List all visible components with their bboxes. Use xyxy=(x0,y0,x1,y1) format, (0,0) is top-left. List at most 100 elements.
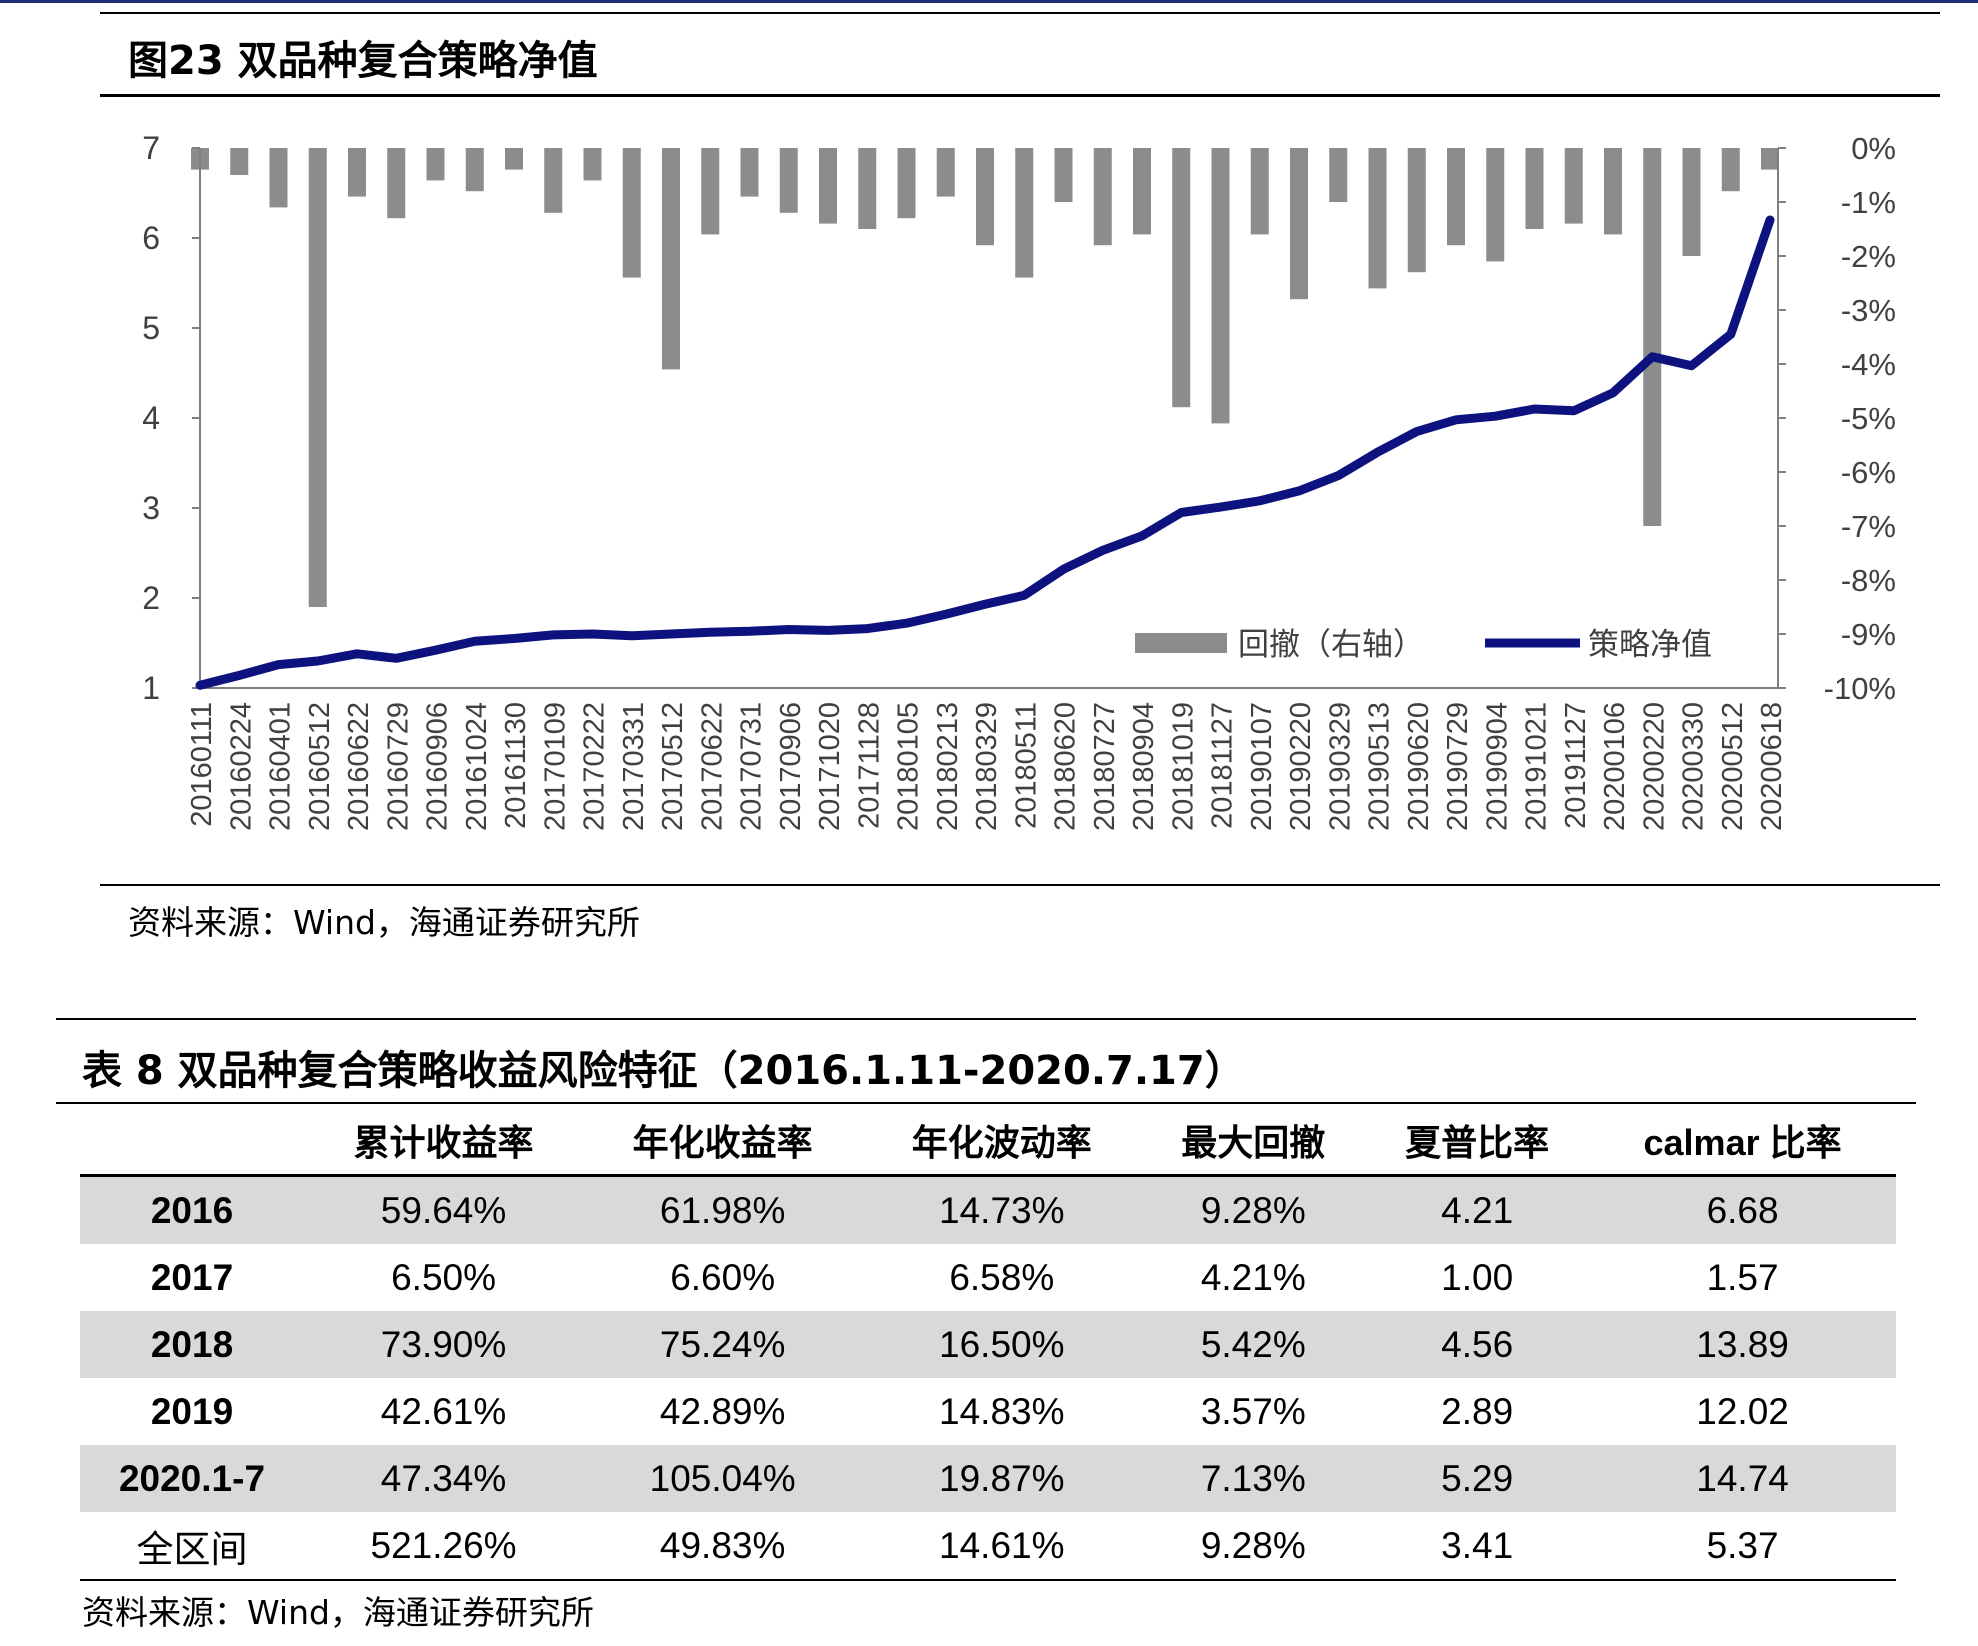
x-tick-label: 20200330 xyxy=(1678,702,1710,831)
cell-ann-return: 75.24% xyxy=(583,1311,863,1378)
drawdown-bar xyxy=(858,148,877,229)
x-tick-label: 20160401 xyxy=(265,702,297,831)
x-tick-label: 20200618 xyxy=(1756,702,1788,831)
cell-max-dd: 9.28% xyxy=(1141,1175,1366,1244)
cell-max-dd: 5.42% xyxy=(1141,1311,1366,1378)
x-tick-label: 20181019 xyxy=(1167,702,1199,831)
x-tick-label: 20180727 xyxy=(1089,702,1121,831)
cell-cum-return: 47.34% xyxy=(304,1445,584,1512)
table-row: 2020.1-7 47.34% 105.04% 19.87% 7.13% 5.2… xyxy=(80,1445,1896,1512)
legend-drawdown-swatch xyxy=(1135,633,1227,653)
table-header-row: 累计收益率 年化收益率 年化波动率 最大回撤 夏普比率 calmar 比率 xyxy=(80,1106,1896,1176)
right-tick-label: -7% xyxy=(1841,509,1896,544)
drawdown-bar xyxy=(1211,148,1230,424)
right-tick-label: -2% xyxy=(1841,239,1896,274)
cell-calmar: 5.37 xyxy=(1589,1512,1896,1581)
cell-ann-vol: 16.50% xyxy=(862,1311,1142,1378)
x-tick-label: 20180329 xyxy=(971,702,1003,831)
cell-calmar: 1.57 xyxy=(1706,1256,1779,1298)
x-tick-label: 20181127 xyxy=(1207,702,1239,829)
drawdown-bar xyxy=(1172,148,1191,408)
x-tick-label: 20160512 xyxy=(304,702,336,831)
row-period: 全区间 xyxy=(80,1512,304,1581)
cell-sharpe: 1.00 xyxy=(1441,1256,1514,1298)
right-tick-label: 0% xyxy=(1851,131,1896,166)
figure-title: 图23 双品种复合策略净值 xyxy=(128,38,598,84)
right-tick-label: -10% xyxy=(1824,671,1896,706)
drawdown-bar xyxy=(936,148,955,197)
x-tick-label: 20160906 xyxy=(422,702,454,831)
drawdown-bar xyxy=(230,148,249,175)
header-ann-return: 年化收益率 xyxy=(632,1122,813,1163)
x-tick-label: 20200106 xyxy=(1599,702,1631,831)
x-tick-label: 20180213 xyxy=(932,702,964,831)
header-blank xyxy=(80,1106,304,1176)
x-tick-label: 20180620 xyxy=(1050,702,1082,831)
cell-max-dd: 9.28% xyxy=(1141,1512,1366,1581)
drawdown-bar xyxy=(976,148,994,246)
x-tick-label: 20171020 xyxy=(814,702,846,831)
x-tick-label: 20190904 xyxy=(1481,702,1513,831)
drawdown-bar xyxy=(1407,148,1426,273)
cell-ann-vol: 14.61% xyxy=(862,1512,1142,1581)
cell-sharpe: 2.89 xyxy=(1441,1390,1514,1432)
cell-max-dd: 7.13% xyxy=(1141,1445,1366,1512)
drawdown-bar xyxy=(348,148,366,197)
cell-cum-return: 59.64% xyxy=(304,1175,584,1244)
header-cum-return: 累计收益率 xyxy=(353,1122,534,1163)
cell-sharpe: 4.21 xyxy=(1365,1175,1590,1244)
drawdown-bar xyxy=(465,148,484,192)
drawdown-bar xyxy=(583,148,602,181)
drawdown-bar xyxy=(505,148,523,170)
x-tick-label: 20190107 xyxy=(1246,702,1278,831)
x-tick-label: 20190513 xyxy=(1364,702,1396,831)
row-year: 2019 xyxy=(150,1390,234,1432)
chart-plot: 1 2 3 4 5 6 7 0% -1% -2% -3% -4% -5% -6% -7% -8% -9% -10%… xyxy=(142,130,1896,831)
cell-calmar: 14.74 xyxy=(1589,1445,1896,1512)
cell-cum-return: 73.90% xyxy=(304,1311,584,1378)
x-tick-label: 20171128 xyxy=(853,702,885,829)
cell-ann-vol: 6.58% xyxy=(949,1256,1055,1298)
right-tick-label: -6% xyxy=(1841,455,1896,490)
drawdown-bar xyxy=(1721,148,1740,192)
x-tick-label: 20160622 xyxy=(343,702,375,831)
table-title: 表 8 双品种复合策略收益风险特征（2016.1.11-2020.7.17） xyxy=(82,1048,1245,1094)
drawdown-bar xyxy=(1447,148,1465,246)
cell-ann-return: 49.83% xyxy=(583,1512,863,1581)
drawdown-bar xyxy=(1133,148,1151,235)
x-tick-label: 20170731 xyxy=(736,702,768,831)
x-tick-label: 20170222 xyxy=(579,702,611,831)
right-tick-label: -5% xyxy=(1841,401,1896,436)
drawdown-bar xyxy=(269,148,288,208)
drawdown-bar xyxy=(426,148,445,181)
left-tick-label: 1 xyxy=(142,670,160,706)
cell-ann-return: 42.89% xyxy=(659,1390,786,1432)
drawdown-bar xyxy=(701,148,720,235)
x-tick-label: 20180105 xyxy=(893,702,925,831)
drawdown-bar xyxy=(779,148,798,213)
nav-line xyxy=(195,215,1775,690)
cell-calmar: 6.68 xyxy=(1589,1175,1896,1244)
drawdown-bar xyxy=(1761,148,1779,170)
drawdown-bar xyxy=(819,148,837,224)
right-tick-label: -1% xyxy=(1841,185,1896,220)
x-tick-label: 20190729 xyxy=(1442,702,1474,831)
drawdown-bar xyxy=(622,148,641,278)
header-calmar: calmar 比率 xyxy=(1643,1122,1842,1163)
cell-max-dd: 3.57% xyxy=(1200,1390,1306,1432)
cell-sharpe: 3.41 xyxy=(1365,1512,1590,1581)
cell-cum-return: 6.50% xyxy=(391,1256,497,1298)
table-row: 全区间 521.26% 49.83% 14.61% 9.28% 3.41 5.3… xyxy=(80,1512,1896,1581)
x-tick-label: 20160729 xyxy=(382,702,414,831)
x-tick-label: 20170906 xyxy=(775,702,807,831)
x-tick-label: 20200512 xyxy=(1717,702,1749,831)
drawdown-bar xyxy=(662,148,680,370)
figure-source: 资料来源：Wind，海通证券研究所 xyxy=(128,903,640,942)
left-tick-label: 3 xyxy=(142,490,160,526)
cell-ann-return: 61.98% xyxy=(583,1175,863,1244)
table-title-rule xyxy=(56,1102,1916,1104)
drawdown-bar xyxy=(1093,148,1112,246)
left-tick-label: 4 xyxy=(142,400,160,436)
right-tick-label: -9% xyxy=(1841,617,1896,652)
risk-return-table: 累计收益率 年化收益率 年化波动率 最大回撤 夏普比率 calmar 比率 20… xyxy=(80,1106,1896,1581)
